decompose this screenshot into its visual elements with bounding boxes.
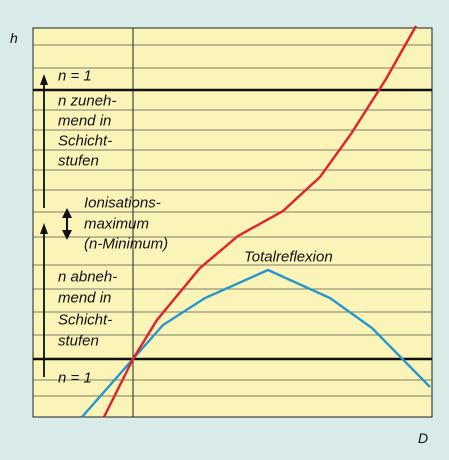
plot-area: [32, 27, 433, 418]
upper-annotation-line-1: n zuneh-: [58, 92, 117, 110]
lower-annotation-line-4: stufen: [58, 332, 99, 350]
blue-curve: [81, 268, 431, 418]
axis-y-label: h: [10, 30, 18, 46]
upper-annotation-line-2: mend in: [58, 112, 112, 130]
middle-annotation-line-3: (n-Minimum): [84, 235, 169, 253]
middle-annotation-line-2: maximum: [84, 215, 150, 233]
grid-lines: [33, 44, 432, 397]
maximum-double-arrow: [62, 208, 72, 240]
axis-x-label: D: [418, 430, 429, 446]
middle-annotation-line-1: Ionisations-: [84, 194, 161, 212]
red-curve: [102, 25, 418, 418]
lower-annotation-line-3: Schicht-: [58, 311, 113, 329]
top-level-label: n = 1: [58, 67, 92, 85]
lower-annotation-line-1: n abneh-: [58, 268, 118, 286]
upper-arrow: [40, 74, 48, 208]
upper-annotation-line-4: stufen: [58, 152, 99, 170]
bottom-level-label: n = 1: [58, 369, 92, 387]
apex-label: Totalreflexion: [244, 248, 333, 266]
lower-annotation-line-2: mend in: [58, 289, 112, 307]
lower-arrow: [40, 223, 48, 377]
upper-annotation-line-3: Schicht-: [58, 132, 113, 150]
